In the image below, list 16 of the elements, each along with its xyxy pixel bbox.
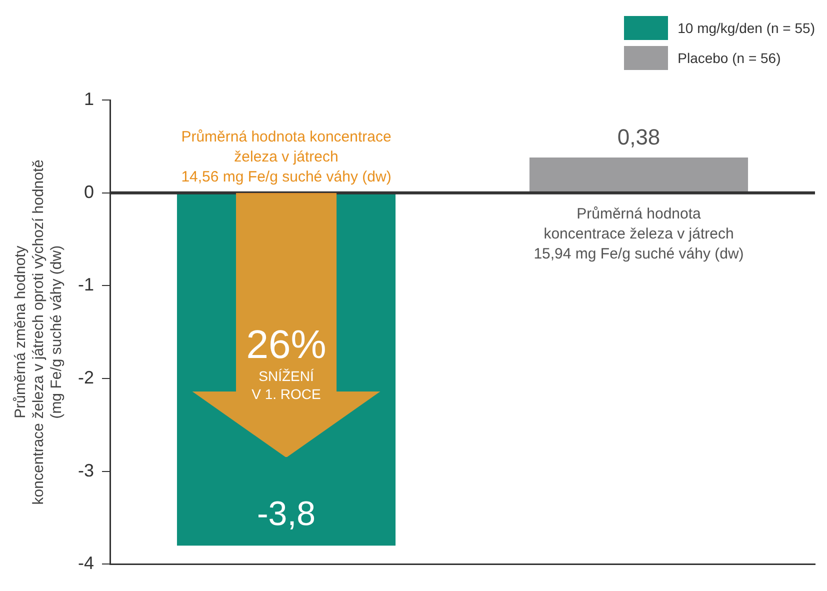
legend-label: Placebo (n = 56) xyxy=(678,50,781,66)
annotation: Průměrná hodnota koncentrace železa v játrech 15,94 mg Fe/g suché váhy (dw) xyxy=(534,205,744,262)
data-label: -3,8 xyxy=(256,495,316,534)
y-tick-label: 1 xyxy=(84,88,94,109)
annotation: 26% xyxy=(245,322,328,367)
annotation: Průměrná hodnota koncentrace železa v játrech 14,56 mg Fe/g suché váhy (dw) xyxy=(181,128,392,186)
y-tick-label: -4 xyxy=(78,553,94,574)
y-tick-label: -1 xyxy=(78,274,94,295)
y-tick-label: -2 xyxy=(78,367,94,388)
y-tick-label: 0 xyxy=(84,182,94,202)
annotation: SNÍŽENÍ xyxy=(258,366,315,385)
y-axis-title: Průměrná změna hodnoty koncentrace železa v játrech oproti výchozí hodnotě (mg Fe/g suché váhy (dw) xyxy=(12,160,66,505)
data-label: 0,38 xyxy=(617,124,660,150)
legend-label: 10 mg/kg/den (n = 55) xyxy=(678,20,815,36)
y-tick-label: -3 xyxy=(78,460,94,480)
annotation: V 1. ROCE xyxy=(250,384,322,403)
